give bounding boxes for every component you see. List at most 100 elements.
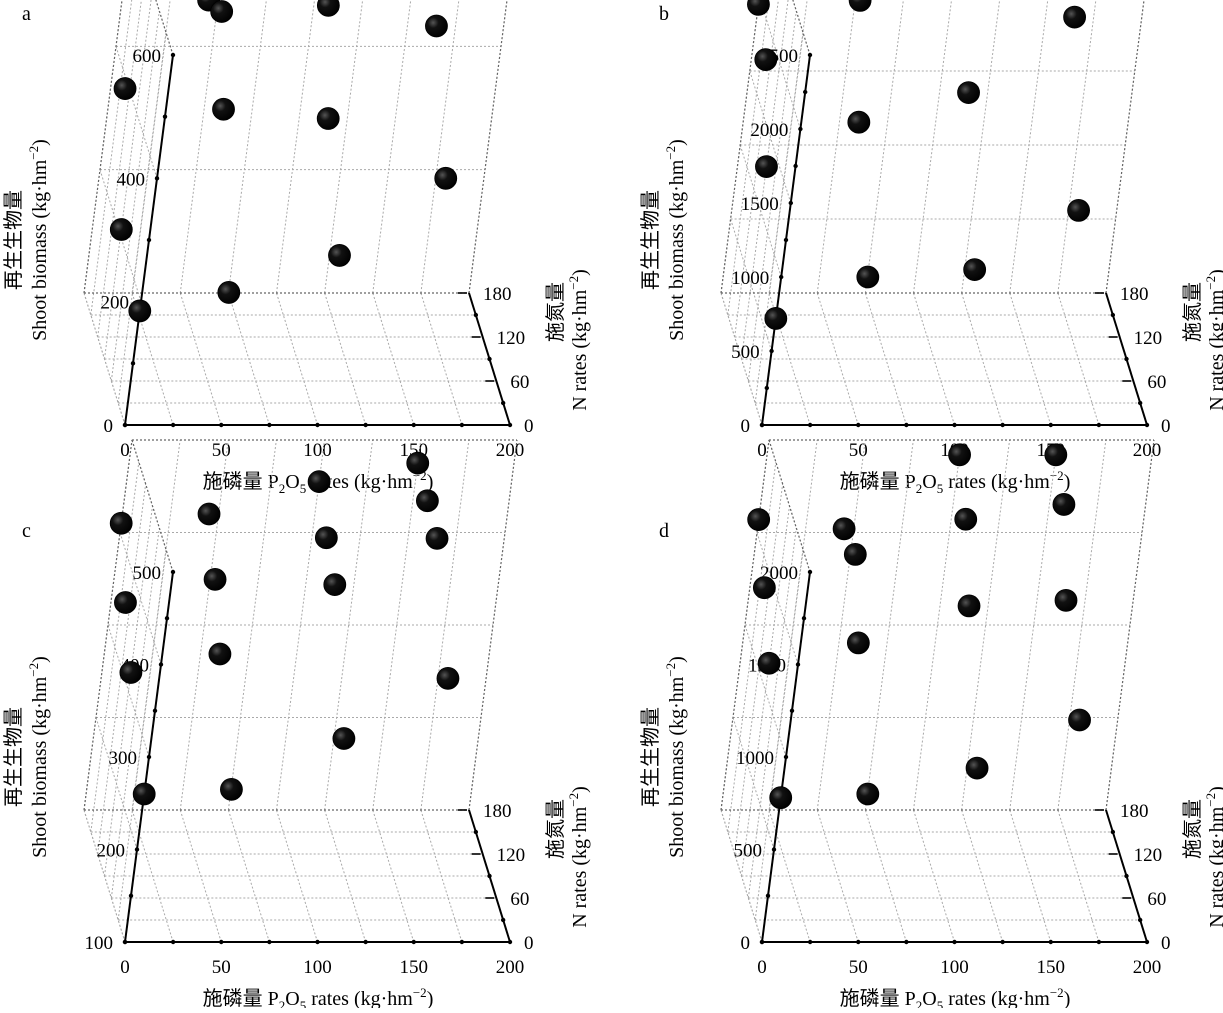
p-axis-tick bbox=[1144, 939, 1150, 945]
p-tick-label: 200 bbox=[1133, 957, 1162, 978]
box-edge bbox=[1105, 0, 1145, 294]
n-axis-tick bbox=[500, 917, 506, 923]
p-axis-tick bbox=[170, 422, 176, 428]
data-point bbox=[1067, 198, 1090, 222]
back-wall-gridline bbox=[1105, 0, 1145, 294]
data-point bbox=[332, 727, 356, 750]
left-wall-gridline bbox=[720, 0, 760, 294]
p-tick-label: 50 bbox=[212, 957, 231, 978]
p-tick-label: 150 bbox=[400, 957, 429, 978]
data-point bbox=[856, 265, 880, 289]
left-wall-gridline bbox=[107, 624, 150, 758]
p-axis-tick bbox=[904, 939, 909, 945]
p-axis-tick bbox=[1000, 422, 1005, 428]
data-point bbox=[212, 97, 235, 121]
p-tick-label: 200 bbox=[496, 957, 525, 978]
n-tick-label: 120 bbox=[1134, 845, 1163, 866]
biomass-tick-label: 1500 bbox=[741, 194, 779, 215]
data-point bbox=[846, 631, 870, 655]
p-axis-tick bbox=[411, 422, 416, 428]
n-axis-title-en: N rates (kg·hm−2) bbox=[1203, 269, 1223, 411]
biomass-axis-tick bbox=[134, 847, 140, 852]
left-wall-gridline bbox=[83, 292, 126, 426]
back-wall-gridline bbox=[720, 0, 760, 294]
panel-c: 050100150200100200300400500060120180c施磷量… bbox=[2, 439, 591, 1013]
data-point bbox=[210, 0, 234, 23]
p-tick-label: 0 bbox=[120, 957, 130, 978]
data-point bbox=[848, 0, 872, 12]
biomass-tick-label: 200 bbox=[97, 841, 126, 862]
data-point bbox=[203, 567, 227, 591]
biomass-tick-label: 1000 bbox=[736, 748, 774, 769]
panel-letter: c bbox=[22, 520, 31, 542]
biomass-axis-tick bbox=[807, 569, 813, 575]
n-tick-label: 120 bbox=[1134, 328, 1163, 349]
p-axis-tick bbox=[1048, 939, 1053, 945]
data-point bbox=[757, 651, 781, 675]
left-wall-gridline bbox=[732, 717, 775, 850]
data-point bbox=[119, 661, 143, 684]
back-wall-gridline bbox=[1009, 0, 1049, 294]
box-edge bbox=[131, 439, 174, 573]
n-tick-label: 60 bbox=[510, 889, 529, 910]
panel-b: 0501001502000500100015002000250006012018… bbox=[639, 0, 1223, 496]
biomass-axis-tick bbox=[769, 348, 774, 354]
biomass-tick-label: 400 bbox=[117, 169, 146, 190]
back-wall-gridline bbox=[420, 0, 460, 294]
data-point bbox=[316, 107, 340, 130]
p-axis-tick bbox=[507, 939, 513, 945]
panel-letter: a bbox=[22, 3, 31, 25]
back-wall-gridline bbox=[131, 0, 171, 294]
biomass-axis-tick bbox=[788, 200, 793, 206]
data-point bbox=[307, 470, 331, 494]
n-tick-label: 180 bbox=[1120, 801, 1149, 822]
data-point bbox=[109, 511, 133, 535]
biomass-axis-tick bbox=[128, 893, 134, 898]
biomass-axis-tick bbox=[807, 52, 813, 58]
p-axis-title-cn: 施磷量 bbox=[203, 987, 263, 1008]
panel-letter: b bbox=[659, 3, 669, 25]
n-axis-tick bbox=[473, 312, 479, 318]
data-point bbox=[847, 110, 871, 134]
n-tick-label: 0 bbox=[524, 416, 534, 437]
data-point bbox=[1068, 708, 1091, 732]
n-tick-label: 0 bbox=[1161, 933, 1171, 954]
back-wall-gridline bbox=[816, 0, 856, 294]
p-axis-tick bbox=[1144, 422, 1150, 428]
biomass-axis-tick bbox=[801, 616, 807, 621]
data-point bbox=[755, 155, 778, 179]
left-wall-gridline bbox=[756, 532, 799, 665]
n-tick-label: 180 bbox=[1120, 284, 1149, 305]
p-axis-tick bbox=[507, 422, 513, 428]
n-axis-tick bbox=[473, 829, 479, 835]
p-tick-label: 200 bbox=[1133, 440, 1162, 461]
box-edge bbox=[83, 0, 123, 294]
panel-letter: d bbox=[659, 520, 669, 542]
p-axis-tick bbox=[315, 422, 320, 428]
p-axis-title-en: P bbox=[263, 988, 279, 1008]
data-point bbox=[747, 508, 771, 531]
n-axis-tick bbox=[1124, 873, 1129, 879]
biomass-tick-label: 2000 bbox=[750, 120, 788, 141]
data-point bbox=[1063, 5, 1087, 29]
p-axis-tick bbox=[1096, 939, 1102, 945]
left-wall-gridline bbox=[83, 809, 126, 943]
left-wall-gridline bbox=[720, 809, 763, 943]
data-point bbox=[948, 443, 971, 467]
data-point bbox=[314, 526, 338, 550]
left-wall-gridline bbox=[119, 532, 162, 665]
biomass-axis-tick bbox=[170, 52, 176, 58]
n-axis-tick bbox=[1137, 400, 1143, 406]
biomass-axis-title-en: Shoot biomass (kg·hm−2) bbox=[663, 139, 688, 341]
p-axis-tick bbox=[267, 939, 272, 945]
p-axis-title-en: P bbox=[263, 471, 279, 493]
p-axis-title-cn: 施磷量 bbox=[203, 470, 263, 493]
biomass-axis-tick bbox=[162, 114, 168, 119]
data-point bbox=[434, 166, 458, 190]
back-wall-gridline bbox=[768, 0, 808, 294]
biomass-tick-label: 300 bbox=[109, 748, 138, 769]
biomass-axis-tick bbox=[164, 616, 170, 621]
data-point bbox=[1052, 493, 1076, 516]
